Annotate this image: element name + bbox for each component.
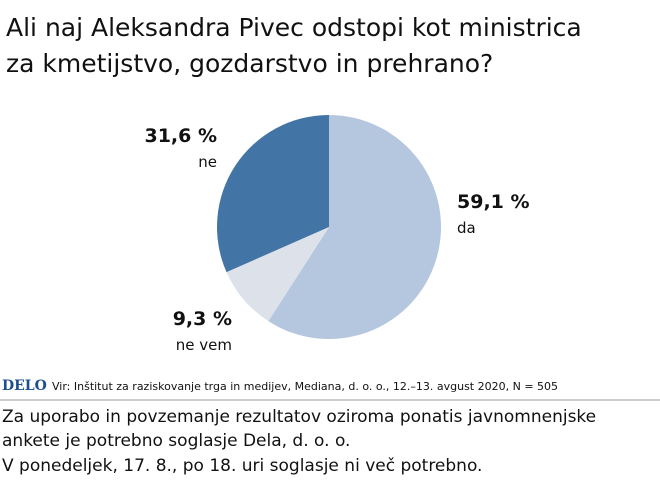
pie-slice [226, 227, 329, 322]
chart-title: za kmetijstvo, gozdarstvo in prehrano? [6, 49, 493, 78]
note: Za uporabo in povzemanje rezultatov ozir… [2, 407, 596, 427]
category-label: da [457, 219, 476, 237]
category-label: ne [198, 153, 217, 171]
pie [217, 115, 442, 339]
pie-slice [217, 115, 329, 273]
source: Vir: Inštitut za raziskovanje trga in me… [52, 380, 558, 393]
pie-slice [268, 115, 442, 339]
value-label: 31,6 % [144, 125, 217, 147]
value-label: 9,3 % [173, 308, 232, 330]
category-label: ne vem [176, 336, 232, 354]
logo: DELO [2, 378, 47, 394]
value-label: 59,1 % [457, 191, 530, 213]
chart-title: Ali naj Aleksandra Pivec odstopi kot min… [6, 13, 582, 42]
note: ankete je potrebno soglasje Dela, d. o. … [2, 431, 350, 451]
note: V ponedeljek, 17. 8., po 18. uri soglasj… [2, 456, 482, 476]
